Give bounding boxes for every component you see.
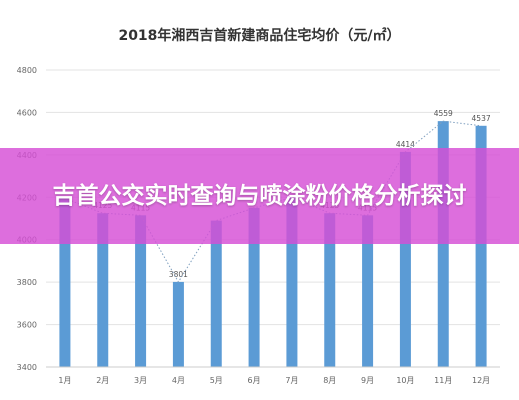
data-label: 4414 [396, 140, 415, 149]
bar [210, 220, 222, 367]
x-tick-label: 6月 [248, 376, 261, 385]
bar [59, 198, 71, 367]
x-tick-label: 12月 [472, 376, 490, 385]
bar [324, 213, 336, 367]
y-tick-label: 3800 [17, 278, 37, 287]
x-tick-label: 10月 [396, 376, 414, 385]
y-tick-label: 3600 [17, 321, 37, 330]
bar [97, 213, 109, 367]
y-tick-label: 3400 [17, 363, 37, 372]
bar [248, 207, 260, 367]
x-tick-label: 4月 [172, 376, 185, 385]
bar [135, 215, 147, 367]
data-label: 3801 [169, 270, 188, 279]
bar [475, 125, 487, 367]
bar [399, 151, 411, 367]
x-tick-label: 1月 [58, 376, 71, 385]
bar [437, 121, 449, 367]
article-title: 吉首公交实时查询与喷涂粉价格分析探讨 [52, 183, 467, 209]
y-tick-label: 4600 [17, 108, 37, 117]
x-tick-label: 7月 [285, 376, 298, 385]
x-tick-label: 9月 [361, 376, 374, 385]
x-tick-label: 11月 [434, 376, 452, 385]
x-tick-label: 8月 [323, 376, 336, 385]
x-tick-label: 3月 [134, 376, 147, 385]
data-label: 4537 [472, 114, 491, 123]
data-label: 4559 [434, 109, 453, 118]
x-tick-label: 2月 [96, 376, 109, 385]
y-tick-label: 4800 [17, 66, 37, 75]
bar [362, 215, 374, 367]
x-tick-label: 5月 [210, 376, 223, 385]
bar [172, 281, 184, 367]
bar [286, 197, 298, 367]
chart-title: 2018年湘西吉首新建商品住宅均价（元/㎡） [118, 28, 401, 44]
article-title-banner: 吉首公交实时查询与喷涂粉价格分析探讨 [0, 148, 519, 244]
